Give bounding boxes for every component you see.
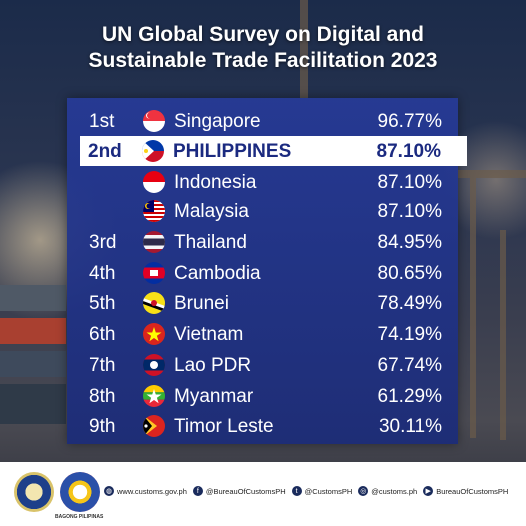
facebook-icon: f (192, 486, 203, 496)
cambodia-flag-icon (143, 262, 165, 284)
youtube-icon: ▶ (423, 486, 434, 496)
score-value: 87.10% (376, 141, 441, 162)
score-value: 67.74% (377, 355, 442, 376)
youtube-text: BureauOfCustomsPH (436, 486, 509, 496)
rank-label: 2nd (88, 141, 122, 162)
lao-flag-icon (143, 354, 165, 376)
singapore-flag-icon (143, 110, 165, 132)
score-value: 61.29% (377, 386, 442, 407)
crane-beam (470, 178, 476, 438)
score-value: 84.95% (377, 232, 442, 253)
ranking-row: 2nd PHILIPPINES 87.10% (80, 136, 467, 166)
country-name: Myanmar (174, 386, 254, 407)
instagram-text: @customs.ph (371, 486, 418, 496)
country-name: Singapore (174, 111, 261, 132)
rank-label: 6th (89, 324, 116, 345)
ranking-row: 9th Timor Leste 30.11% (67, 411, 458, 441)
country-name: Vietnam (174, 324, 244, 345)
shipping-container (0, 384, 66, 424)
ranking-row: Indonesia 87.10% (67, 167, 458, 197)
vietnam-flag-icon (143, 323, 165, 345)
score-value: 87.10% (377, 201, 442, 222)
ranking-row: 7th Lao PDR 67.74% (67, 350, 458, 380)
country-name: Indonesia (174, 172, 257, 193)
bureau-of-customs-seal-icon (14, 472, 54, 512)
logo-caption: BAGONG PILIPINAS (55, 514, 104, 520)
rank-label: 1st (89, 111, 115, 132)
indonesia-flag-icon (143, 171, 165, 193)
country-name: Cambodia (174, 263, 261, 284)
thailand-flag-icon (143, 231, 165, 253)
crane-beam (300, 0, 308, 98)
score-value: 74.19% (377, 324, 442, 345)
shipping-container (0, 351, 66, 377)
myanmar-flag-icon (143, 385, 165, 407)
twitter-link[interactable]: t @CustomsPH (291, 486, 353, 496)
rank-label: 4th (89, 263, 116, 284)
country-name: Malaysia (174, 201, 249, 222)
philippines-flag-icon (142, 140, 164, 162)
youtube-link[interactable]: ▶ BureauOfCustomsPH (423, 486, 508, 496)
timor-leste-flag-icon (143, 415, 165, 437)
rank-label: 8th (89, 386, 116, 407)
country-name: PHILIPPINES (173, 141, 292, 162)
globe-icon: ◍ (104, 486, 114, 496)
website-link[interactable]: ◍ www.customs.gov.ph (104, 486, 187, 496)
twitter-icon: t (291, 486, 302, 496)
ranking-row: 6th Vietnam 74.19% (67, 319, 458, 349)
shipping-container (0, 318, 66, 344)
ranking-row: 3rd Thailand 84.95% (67, 227, 458, 257)
country-name: Thailand (174, 232, 247, 253)
title-line: UN Global Survey on Digital and (101, 23, 425, 46)
ranking-row: 4th Cambodia 80.65% (67, 258, 458, 288)
page-title: UN Global Survey on Digital and Sustaina… (0, 22, 526, 74)
instagram-link[interactable]: ◎ @customs.ph (358, 486, 417, 496)
ranking-row: 5th Brunei 78.49% (67, 288, 458, 318)
score-value: 78.49% (377, 293, 442, 314)
twitter-text: @CustomsPH (304, 486, 353, 496)
score-value: 96.77% (377, 111, 442, 132)
score-value: 80.65% (377, 263, 442, 284)
website-text: www.customs.gov.ph (117, 486, 187, 496)
country-name: Lao PDR (174, 355, 252, 376)
rank-label: 3rd (89, 232, 117, 253)
social-links: ◍ www.customs.gov.ph f @BureauOfCustomsP… (104, 486, 508, 496)
score-value: 30.11% (378, 416, 442, 437)
title-line: Sustainable Trade Facilitation 2023 (88, 49, 438, 72)
malaysia-flag-icon (143, 200, 165, 222)
ranking-row: Malaysia 87.10% (67, 196, 458, 226)
facebook-text: @BureauOfCustomsPH (205, 486, 286, 496)
brunei-flag-icon (143, 292, 165, 314)
country-name: Timor Leste (174, 416, 274, 437)
rank-label: 9th (89, 416, 116, 437)
facebook-link[interactable]: f @BureauOfCustomsPH (192, 486, 286, 496)
ranking-row: 1st Singapore 96.77% (67, 106, 458, 136)
rank-label: 7th (89, 355, 116, 376)
crane-beam (500, 230, 506, 440)
footer: BAGONG PILIPINAS ◍ www.customs.gov.ph f … (0, 462, 526, 526)
country-name: Brunei (174, 293, 229, 314)
bagong-pilipinas-logo-icon (60, 472, 100, 512)
instagram-icon: ◎ (358, 486, 369, 496)
crane-beam (458, 170, 526, 178)
ranking-row: 8th Myanmar 61.29% (67, 381, 458, 411)
rank-label: 5th (89, 293, 116, 314)
shipping-container (0, 285, 66, 311)
score-value: 87.10% (377, 172, 442, 193)
